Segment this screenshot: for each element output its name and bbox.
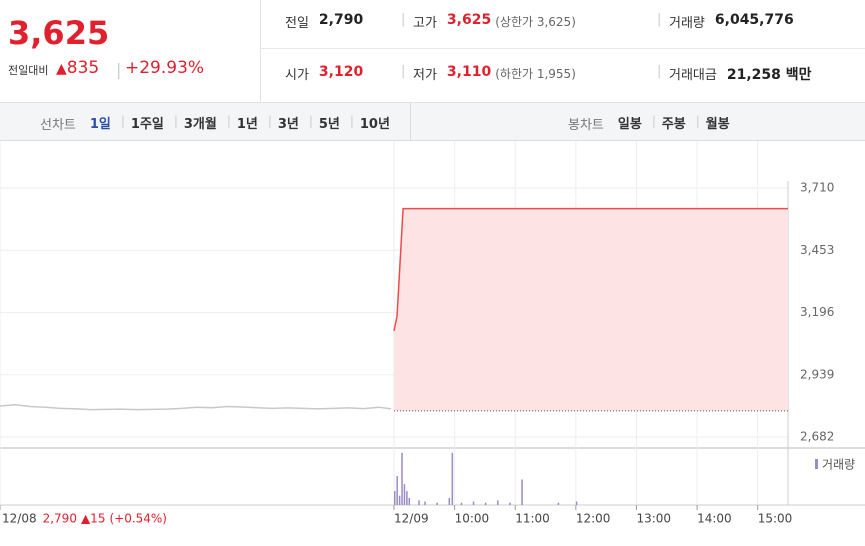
sep: | [267,114,272,128]
volume-bar [484,502,487,505]
volume-bar [472,501,475,505]
summary-value: 21,258 백만 [726,67,812,83]
tab-item[interactable]: 10년 [359,117,390,132]
sep: | [120,114,125,128]
legend-swatch [815,459,818,469]
tab-item[interactable]: 1년 [236,117,258,132]
summary-sub: (하한가 1,955) [495,67,576,81]
volume-bar [403,484,406,505]
volume-bar [451,452,454,505]
line [0,404,392,411]
volume-bar [436,502,438,505]
prev-day-close: 2,790 [43,512,77,526]
volume-bar [398,495,401,505]
volume-bar [424,501,426,505]
summary-value: 3,625 [446,12,492,28]
sep: | [657,12,662,27]
volume-bar [396,476,398,505]
tab-item[interactable]: 3개월 [183,117,217,132]
y-tick-label: 3,453 [800,243,834,257]
change-label: 전일대비 [8,64,49,77]
x-tick-label: 12/09 [394,512,429,526]
sep: | [651,114,656,128]
volume-bar [460,502,463,505]
price: 3,625 [8,14,110,52]
x-tick-label: 12/08 [2,512,37,526]
tab-item[interactable]: 3년 [277,117,299,132]
quote-box: 3,625 전일대비 ▲835 | +29.93% [0,0,261,103]
area [394,208,788,411]
tab-label: 선차트 [40,118,76,133]
x-tick-label: 15:00 [758,512,793,526]
summary-value: 3,110 [446,64,492,80]
change-value: 835 [66,58,100,78]
tab-item[interactable]: 주봉 [661,117,686,132]
summary-sub: (상한가 3,625) [495,15,576,29]
summary-label: 시가 [285,68,309,83]
x-tick-label: 10:00 [455,512,490,526]
legend-label: 거래량 [822,458,855,472]
divider [261,48,865,49]
change: ▲835 [56,58,100,78]
x-tick-label: 13:00 [636,512,671,526]
x-tick-label: 12:00 [576,512,611,526]
volume-bar [394,491,396,505]
sep: | [695,114,700,128]
volume-bar [557,502,560,505]
y-tick-label: 3,710 [800,181,834,195]
summary-label: 거래량 [669,16,705,31]
volume-bar [575,501,578,505]
volume-bar [418,500,420,505]
summary-label: 고가 [413,16,437,31]
sep: | [226,114,231,128]
sep: | [349,114,354,128]
tab-item[interactable]: 일봉 [617,117,642,132]
summary-label: 전일 [285,16,309,31]
volume-bar [406,491,408,505]
summary: 전일 2,790 | 고가 3,625 (상한가 3,625) | 거래량 6,045,776 시… [261,0,865,103]
sep: | [173,114,178,128]
summary-label: 거래대금 [669,68,717,83]
sep: | [657,64,662,79]
sep: | [116,60,122,79]
tab-item[interactable]: 1일 [89,117,111,132]
volume-bar [521,479,523,505]
y-tick-label: 2,939 [800,367,834,381]
volume-bar [497,500,499,505]
chart: 3,710 3,453 3,196 2,939 2,682 12/08 12/09 10:00… [0,141,865,526]
prev-day-pct: (+0.54%) [109,512,167,526]
summary-value: 2,790 [318,12,364,28]
volume-bar [509,502,511,505]
y-tick-label: 3,196 [800,305,834,319]
tab-item[interactable]: 1주일 [130,117,164,132]
volume-bar [401,452,403,505]
tab-item[interactable]: 월봉 [705,117,730,132]
x-tick-label: 14:00 [697,512,732,526]
tab-label: 봉차트 [568,118,604,133]
tab-divider [410,103,411,140]
summary-value: 6,045,776 [714,12,794,28]
tab-bar: 선차트 1일 | 1주일 | 3개월 | 1년 | 3년 | 5년 | 10년 봉차트 일봉 | 주봉 | 월봉 [0,103,865,141]
summary-label: 저가 [413,68,437,83]
y-tick-label: 2,682 [800,430,834,444]
volume-bar [448,498,451,505]
line [393,207,788,332]
sep: | [401,64,406,79]
change-pct: +29.93% [125,58,205,78]
prev-day-change: ▲15 [81,512,106,526]
x-tick-label: 11:00 [515,512,550,526]
sep: | [401,12,406,27]
summary-value: 3,120 [318,64,364,80]
tab-item[interactable]: 5년 [318,117,340,132]
volume-bar [408,498,411,505]
sep: | [308,114,313,128]
